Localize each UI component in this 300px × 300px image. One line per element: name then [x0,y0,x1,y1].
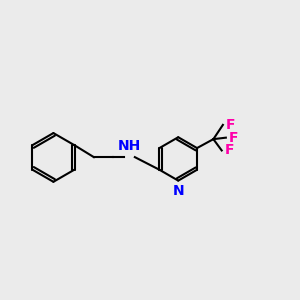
Text: N: N [172,184,184,198]
Text: F: F [226,118,236,132]
Text: NH: NH [118,139,141,153]
Text: F: F [225,143,234,158]
Text: F: F [229,131,238,145]
